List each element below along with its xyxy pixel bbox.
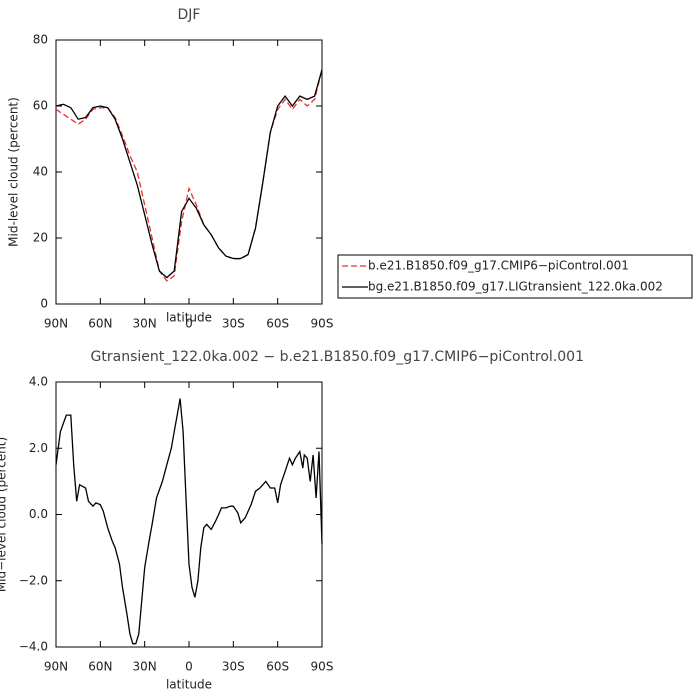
x-tick-label: 30S xyxy=(222,317,245,331)
y-tick-label: 60 xyxy=(33,99,48,113)
y-tick-label: 4.0 xyxy=(29,375,48,389)
chart-title: DJF xyxy=(178,7,201,23)
x-axis-label: latitude xyxy=(166,311,212,325)
chart-title: Gtransient_122.0ka.002 − b.e21.B1850.f09… xyxy=(91,349,584,365)
y-tick-label: 40 xyxy=(33,165,48,179)
data-line xyxy=(55,69,323,279)
x-tick-label: 90S xyxy=(311,660,334,674)
legend-label: bg.e21.B1850.f09_g17.LIGtransient_122.0k… xyxy=(368,280,663,294)
legend-label: b.e21.B1850.f09_g17.CMIP6−piControl.001 xyxy=(368,259,629,273)
y-axis-label: Mid-level cloud (percent) xyxy=(7,97,21,247)
x-tick-label: 60N xyxy=(88,660,112,674)
x-tick-label: 60S xyxy=(266,660,289,674)
legend-box xyxy=(337,254,693,299)
y-tick-label: 0.0 xyxy=(29,507,48,521)
x-tick-label: 90N xyxy=(44,317,68,331)
x-tick-label: 90S xyxy=(311,317,334,331)
plot-frame xyxy=(55,39,323,305)
x-tick-label: 60N xyxy=(88,317,112,331)
y-tick-label: −4.0 xyxy=(19,640,48,654)
y-tick-label: 0 xyxy=(40,297,48,311)
x-axis-label: latitude xyxy=(166,678,212,692)
y-tick-label: −2.0 xyxy=(19,573,48,587)
x-tick-label: 30N xyxy=(133,317,157,331)
y-tick-label: 2.0 xyxy=(29,441,48,455)
x-tick-label: 30S xyxy=(222,660,245,674)
data-line xyxy=(55,398,323,645)
x-tick-label: 90N xyxy=(44,660,68,674)
plot-frame xyxy=(55,381,323,648)
y-tick-label: 80 xyxy=(33,33,48,47)
x-tick-label: 0 xyxy=(185,317,193,331)
y-tick-label: 20 xyxy=(33,231,48,245)
data-line xyxy=(55,69,323,282)
x-tick-label: 30N xyxy=(133,660,157,674)
x-tick-label: 60S xyxy=(266,317,289,331)
x-tick-label: 0 xyxy=(185,660,193,674)
y-axis-label: Mid−level cloud (percent) xyxy=(0,437,9,592)
